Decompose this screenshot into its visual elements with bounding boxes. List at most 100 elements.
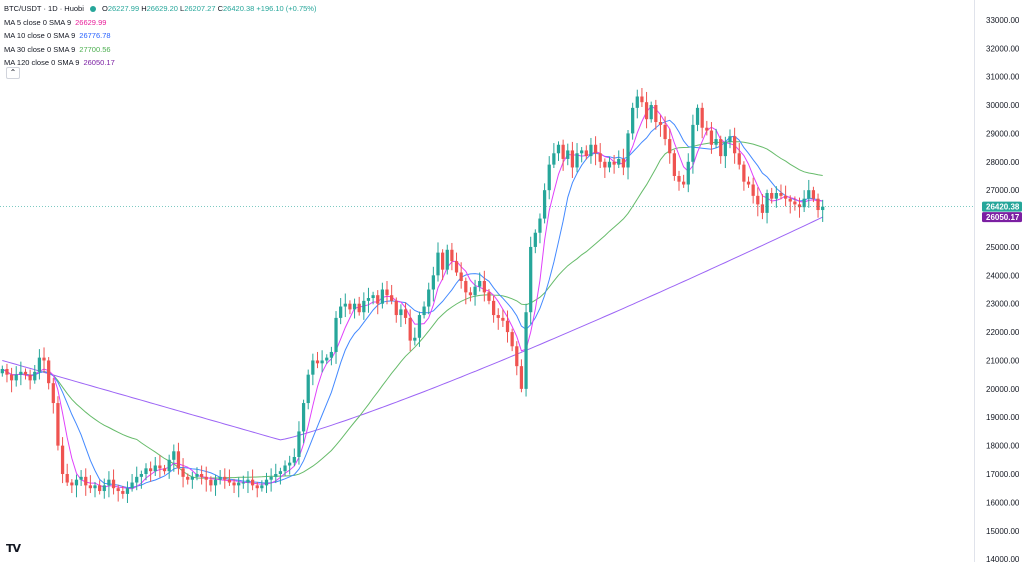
candle-up <box>631 107 635 134</box>
close-value: 26420.38 <box>223 4 255 13</box>
candle-up <box>153 465 157 472</box>
candle-down <box>223 476 227 480</box>
candle-down <box>612 161 616 165</box>
candle-up <box>139 474 143 477</box>
indicator-value: 26050.17 <box>83 58 115 67</box>
candle-down <box>199 474 204 477</box>
candle-down <box>376 295 380 304</box>
candle-down <box>760 204 765 213</box>
chevron-up-icon[interactable]: ⌃ <box>6 67 20 79</box>
candle-down <box>441 252 445 270</box>
candle-down <box>459 272 463 281</box>
price-tick-label: 20000.00 <box>986 385 1020 394</box>
candle-down <box>505 320 510 333</box>
ma5-line <box>2 105 823 490</box>
candle-up <box>37 357 42 372</box>
symbol-row: BTC/USDT · 1D · Huobi O26227.99 H26629.2… <box>4 2 316 16</box>
candle-down <box>737 153 741 165</box>
candle-down <box>408 317 412 341</box>
candle-up <box>93 485 97 489</box>
symbol-title[interactable]: BTC/USDT · 1D · Huobi <box>4 4 84 13</box>
tradingview-logo-icon[interactable]: TV <box>6 542 21 555</box>
candle-up <box>167 459 171 472</box>
candle-down <box>162 468 167 472</box>
candle-down <box>42 357 46 361</box>
candle-up <box>417 315 422 338</box>
candle-up <box>246 479 250 483</box>
candle-down <box>51 383 55 404</box>
candle-up <box>79 476 83 480</box>
candle-up <box>714 139 718 145</box>
candle-down <box>709 130 714 145</box>
price-tick-label: 27000.00 <box>986 186 1020 195</box>
candle-up <box>362 300 366 313</box>
candle-down <box>732 136 737 154</box>
candle-up <box>278 471 283 475</box>
candle-up <box>135 476 139 483</box>
candle-down <box>797 204 802 208</box>
candle-up <box>190 476 194 480</box>
candle-down <box>519 366 524 389</box>
indicator-value: 26629.99 <box>75 17 107 27</box>
candle-up <box>774 193 778 199</box>
candle-down <box>255 485 259 489</box>
high-value: 26629.20 <box>146 4 178 13</box>
candle-down <box>204 476 208 480</box>
candle-down <box>719 139 723 157</box>
indicator-ma5[interactable]: MA 5 close 0 SMA 9 26629.99 <box>4 16 316 30</box>
candle-up <box>431 275 435 290</box>
candle-up <box>538 218 542 233</box>
candle-down <box>315 360 320 364</box>
price-axis[interactable]: 14000.00 15000.00 16000.00 17000.00 18000.00… <box>986 16 1020 562</box>
candle-down <box>593 144 598 154</box>
price-tick-label: 18000.00 <box>986 442 1020 451</box>
candle-down <box>700 107 704 128</box>
candle-up <box>352 303 357 310</box>
indicator-ma10[interactable]: MA 10 close 0 SMA 9 26776.78 <box>4 29 316 43</box>
candle-down <box>584 150 588 157</box>
candle-down <box>570 150 575 168</box>
candle-down <box>186 476 190 480</box>
candle-up <box>325 357 329 361</box>
chart-legend: BTC/USDT · 1D · Huobi O26227.99 H26629.2… <box>4 2 316 70</box>
candle-up <box>723 141 727 157</box>
candle-down <box>491 300 496 316</box>
candle-up <box>213 479 218 486</box>
price-tick-label: 14000.00 <box>986 555 1020 562</box>
candle-up <box>580 150 584 154</box>
change-value: +196.10 (+0.75%) <box>256 4 317 13</box>
price-tick-label: 28000.00 <box>986 158 1020 167</box>
candle-down <box>672 153 676 176</box>
candle-up <box>566 150 570 159</box>
candle-down <box>779 193 783 196</box>
indicator-ma120[interactable]: MA 120 close 0 SMA 9 26050.17 <box>4 56 316 70</box>
candle-down <box>603 161 607 168</box>
candle-down <box>487 292 491 301</box>
market-status-icon <box>89 5 96 12</box>
price-tick-label: 23000.00 <box>986 300 1020 309</box>
open-label: O <box>101 4 108 13</box>
candle-down <box>98 485 102 492</box>
candle-down <box>385 289 389 296</box>
low-value: 26207.27 <box>184 4 216 13</box>
candle-up <box>691 124 695 162</box>
moving-average-lines <box>2 105 823 490</box>
candle-up <box>19 371 23 375</box>
candle-up <box>102 485 106 492</box>
candle-down <box>232 482 236 486</box>
candle-down <box>756 195 760 205</box>
indicator-value: 26776.78 <box>79 31 111 40</box>
price-tick-label: 32000.00 <box>986 44 1020 53</box>
candle-up <box>288 462 292 466</box>
price-tick-label: 31000.00 <box>986 73 1020 82</box>
indicator-ma30[interactable]: MA 30 close 0 SMA 9 27700.56 <box>4 43 316 57</box>
indicator-label: MA 5 close 0 SMA 9 <box>4 17 72 27</box>
price-tick-label: 30000.00 <box>986 101 1020 110</box>
candle-down <box>640 96 644 103</box>
candle-up <box>33 371 37 381</box>
candle-down <box>403 309 408 318</box>
candle-up <box>552 153 556 165</box>
indicator-label: MA 30 close 0 SMA 9 <box>4 44 76 54</box>
